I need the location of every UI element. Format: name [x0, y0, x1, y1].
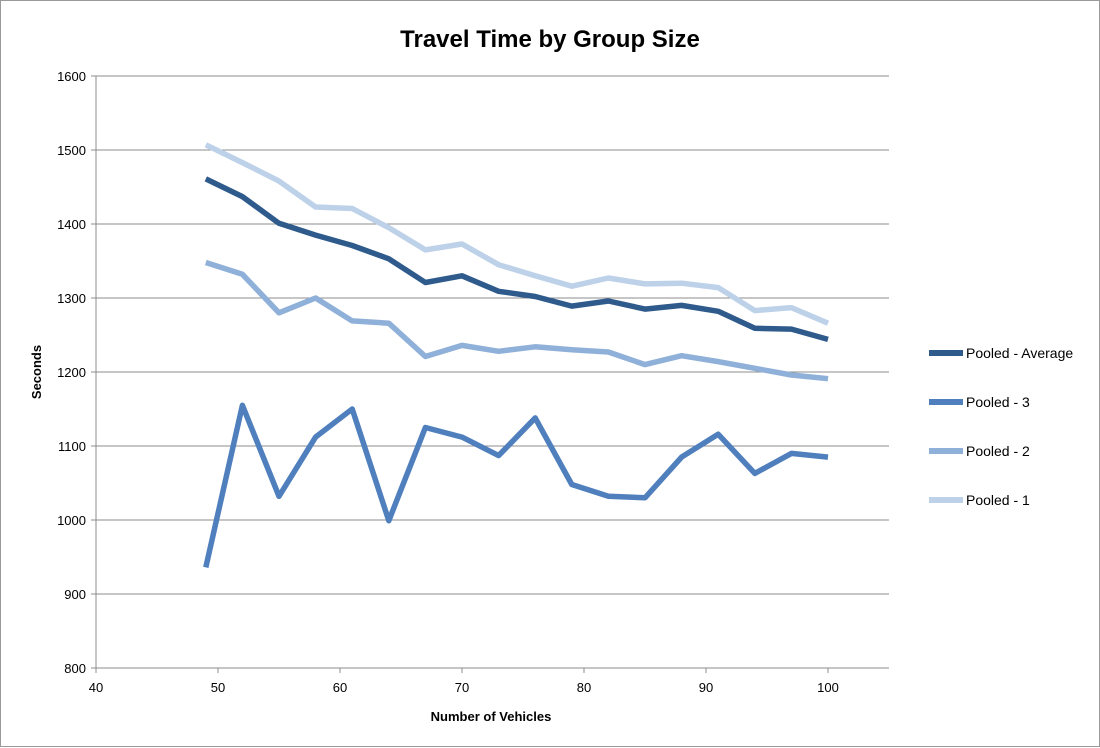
y-tick-label: 900: [64, 587, 86, 602]
x-tick-label: 40: [89, 680, 103, 695]
gridlines: [91, 75, 889, 669]
chart-title: Travel Time by Group Size: [400, 26, 700, 53]
legend-label-pooled-2: Pooled - 2: [966, 443, 1030, 459]
y-tick-labels: 800 900 1000 1100 1200 1300 1400 1500 1600: [57, 69, 86, 676]
y-tick-label: 800: [64, 661, 86, 676]
series-line-pooled-1: [204, 142, 830, 326]
y-tick-label: 1400: [57, 217, 86, 232]
legend-label-pooled-1: Pooled - 1: [966, 492, 1030, 508]
legend-label-pooled-3: Pooled - 3: [966, 394, 1030, 410]
y-tick-label: 1200: [57, 365, 86, 380]
y-tick-label: 1600: [57, 69, 86, 84]
x-axis-title: Number of Vehicles: [431, 709, 552, 724]
series-lines: [203, 142, 830, 569]
axes: [95, 76, 889, 673]
y-tick-label: 1100: [58, 439, 86, 454]
legend: Pooled - Average Pooled - 3 Pooled - 2 Pool…: [929, 345, 1073, 508]
series-line-pooled-2: [204, 259, 829, 382]
x-tick-labels: 40 50 60 70 80 90 100: [89, 680, 839, 695]
series-line-pooled-average: [204, 176, 829, 343]
x-tick-label: 90: [699, 680, 713, 695]
legend-label-pooled-average: Pooled - Average: [966, 345, 1073, 361]
y-tick-label: 1000: [57, 513, 86, 528]
x-tick-label: 100: [817, 680, 839, 695]
x-tick-label: 70: [455, 680, 469, 695]
x-tick-label: 80: [577, 680, 591, 695]
x-tick-label: 60: [333, 680, 347, 695]
x-tick-label: 50: [211, 680, 225, 695]
series-line-pooled-3: [203, 402, 829, 569]
y-tick-label: 1500: [57, 143, 86, 158]
y-axis-title: Seconds: [29, 345, 44, 399]
y-tick-label: 1300: [57, 291, 86, 306]
